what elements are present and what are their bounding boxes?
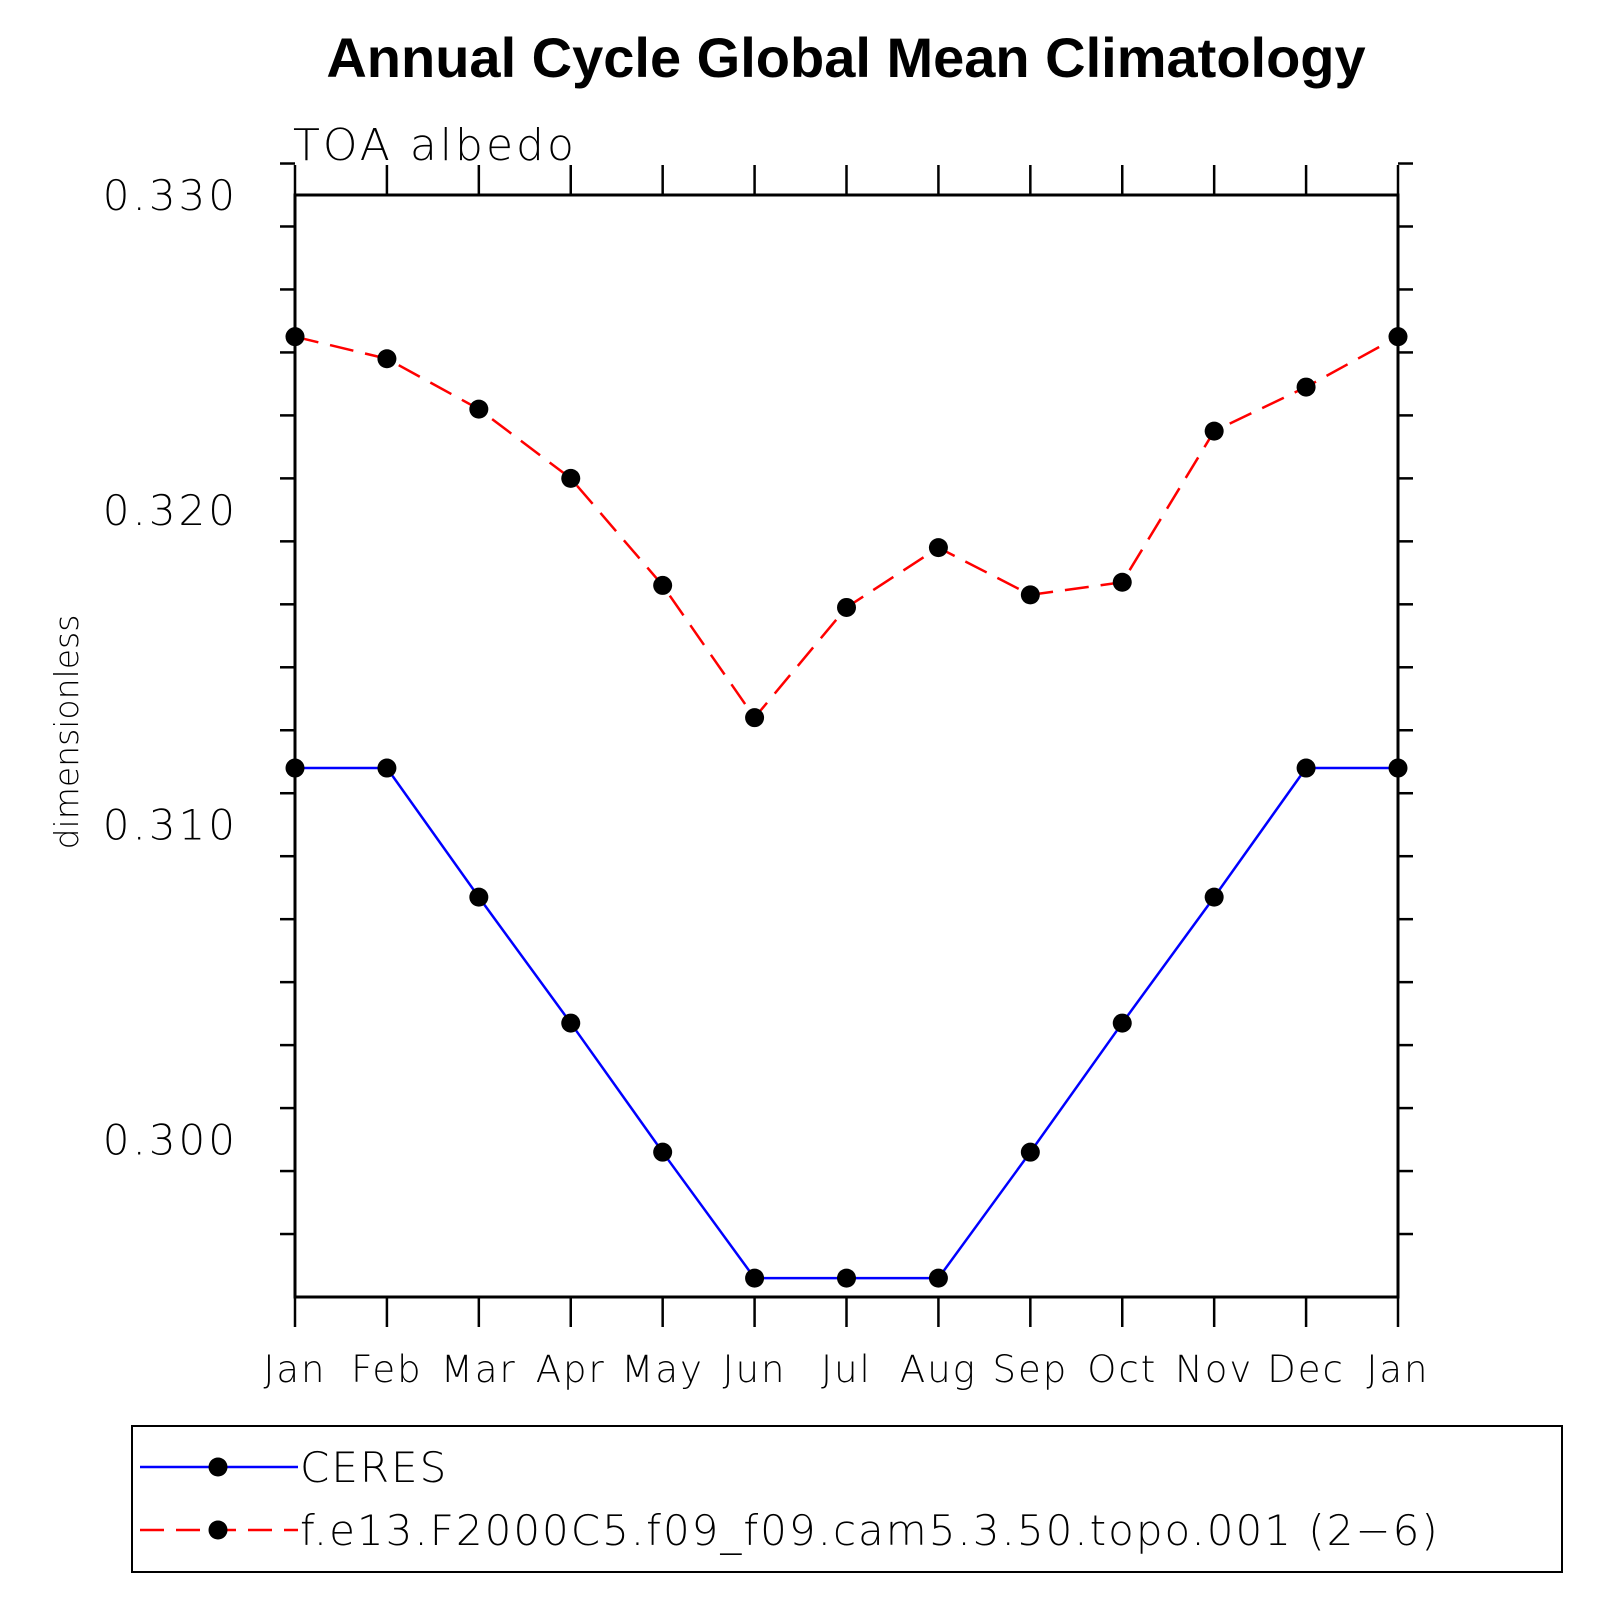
- plot-frame: [293, 193, 1400, 1299]
- data-point: [1296, 758, 1316, 778]
- y-tick-label: 0.330: [103, 171, 238, 220]
- x-tick-label: Nov: [1175, 1348, 1253, 1391]
- legend-marker-1: [208, 1457, 228, 1477]
- data-point: [561, 1013, 581, 1033]
- series-markers: [285, 327, 1408, 1288]
- x-tick-label: Mar: [441, 1348, 517, 1391]
- data-point: [1112, 572, 1132, 592]
- data-point: [837, 597, 856, 617]
- x-tick-label: Jul: [821, 1348, 872, 1391]
- data-point: [1020, 585, 1040, 605]
- y-tick-label: 0.320: [103, 486, 238, 535]
- data-point: [377, 758, 397, 778]
- legend-items: CERES f.e13.F2000C5.f09_f09.cam5.3.50.top…: [140, 1443, 1440, 1555]
- data-point: [1388, 758, 1408, 778]
- data-point: [653, 1142, 673, 1162]
- y-tick-label: 0.300: [103, 1116, 238, 1165]
- x-tick-label: Feb: [351, 1348, 423, 1391]
- data-point: [285, 758, 305, 778]
- y-tick-label: 0.310: [103, 801, 238, 850]
- data-point: [1020, 1142, 1040, 1162]
- data-point: [1204, 887, 1224, 907]
- data-point: [561, 468, 581, 488]
- series-lines: [294, 335, 1399, 1280]
- y-axis-ticks: [280, 162, 1413, 1236]
- x-tick-label: Dec: [1267, 1348, 1345, 1391]
- x-tick-label: Apr: [536, 1348, 606, 1391]
- data-point: [745, 708, 765, 728]
- x-tick-label: Sep: [992, 1348, 1068, 1391]
- series-line-1: [295, 766, 1398, 1280]
- data-point: [1388, 327, 1408, 347]
- x-tick-label: Aug: [900, 1348, 977, 1391]
- legend: CERES f.e13.F2000C5.f09_f09.cam5.3.50.top…: [131, 1425, 1563, 1573]
- data-point: [285, 327, 305, 347]
- chart-title: Annual Cycle Global Mean Climatology: [326, 26, 1365, 89]
- x-tick-label: Jun: [723, 1348, 787, 1391]
- data-point: [745, 1268, 765, 1288]
- x-tick-label: Jan: [263, 1348, 326, 1391]
- y-axis-label: dimensionless: [47, 615, 86, 850]
- x-tick-label: Jan: [1366, 1348, 1429, 1391]
- data-point: [469, 399, 489, 419]
- data-point: [928, 538, 948, 558]
- y-axis-tick-labels: 0.300 0.310 0.320 0.330: [103, 171, 238, 1165]
- x-axis-ticks: [293, 165, 1400, 1327]
- legend-label-1: CERES: [300, 1443, 448, 1492]
- x-axis-tick-labels: Jan Feb Mar Apr May Jun Jul Aug Sep Oct Nov Dec Jan: [263, 1348, 1429, 1391]
- legend-marker-2: [208, 1520, 228, 1540]
- data-point: [1204, 421, 1224, 441]
- x-tick-label: Oct: [1087, 1348, 1157, 1391]
- data-point: [1112, 1013, 1132, 1033]
- data-point: [377, 349, 397, 369]
- data-point: [653, 575, 673, 595]
- legend-label-2: f.e13.F2000C5.f09_f09.cam5.3.50.topo.001…: [300, 1506, 1440, 1555]
- data-point: [837, 1268, 856, 1288]
- series-line-2: [294, 335, 1399, 720]
- data-point: [1296, 377, 1316, 397]
- data-point: [469, 887, 489, 907]
- x-tick-label: May: [621, 1348, 704, 1391]
- chart-subtitle: TOA albedo: [293, 120, 577, 171]
- data-point: [928, 1268, 948, 1288]
- legend-frame: [131, 1425, 1563, 1573]
